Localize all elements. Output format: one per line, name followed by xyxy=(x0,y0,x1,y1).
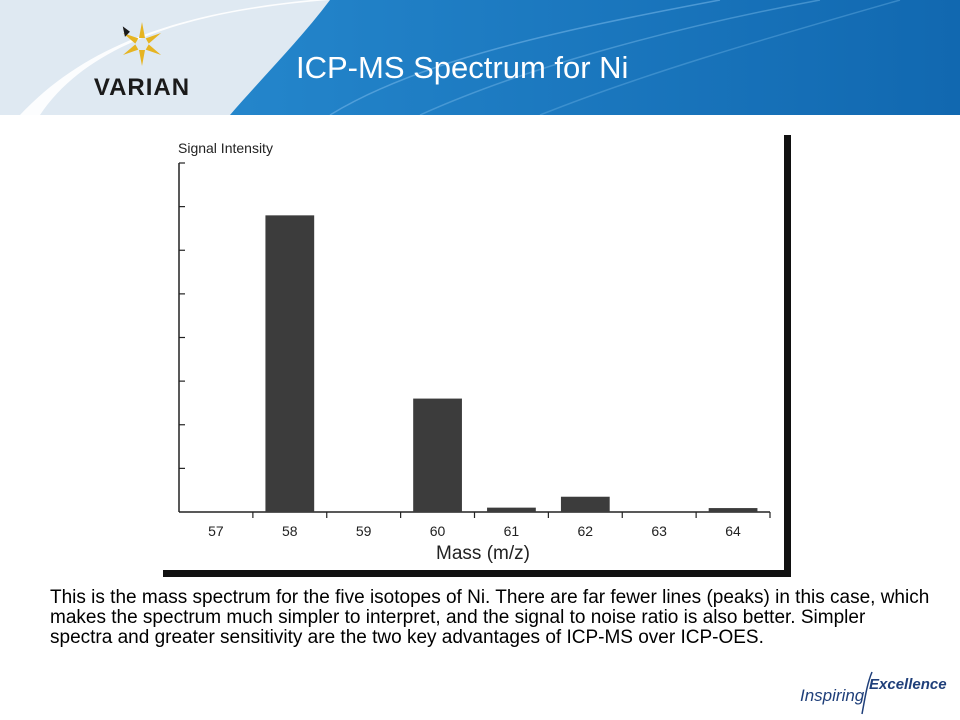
bar-mass-58 xyxy=(265,215,315,512)
bar-mass-61 xyxy=(487,507,536,512)
varian-logo: VARIAN xyxy=(82,14,202,101)
x-tick-label: 64 xyxy=(725,523,741,539)
x-tick-label: 61 xyxy=(504,523,520,539)
x-tick-label: 62 xyxy=(578,523,594,539)
star-petal xyxy=(122,22,162,66)
caption-text: This is the mass spectrum for the five i… xyxy=(50,587,930,648)
tagline-word-excellence: Excellence xyxy=(869,676,947,693)
x-tick-label: 59 xyxy=(356,523,372,539)
bar-mass-64 xyxy=(708,508,758,512)
x-axis-label: Mass (m/z) xyxy=(436,543,530,564)
x-tick-label: 57 xyxy=(208,523,224,539)
tagline-swoosh-icon xyxy=(861,671,873,715)
x-tick-label: 58 xyxy=(282,523,298,539)
bars xyxy=(265,215,758,512)
x-tick-label: 60 xyxy=(430,523,446,539)
x-axis-tick-labels: 57 58 59 60 61 62 63 64 xyxy=(208,512,771,539)
logo-wordmark: VARIAN xyxy=(93,74,191,101)
chart-panel: Signal Intensity 57 58 59 60 61 62 63 64 Mass (… xyxy=(163,135,791,577)
bar-chart: Signal Intensity 57 58 59 60 61 62 63 64 Mass (… xyxy=(178,140,771,564)
slide-title: ICP-MS Spectrum for Ni xyxy=(296,50,629,85)
inspiring-excellence-tagline: Inspiring Excellence xyxy=(795,668,955,716)
bar-mass-62 xyxy=(560,496,610,512)
x-tick-label: 63 xyxy=(651,523,667,539)
tagline-word-inspiring: Inspiring xyxy=(800,686,865,705)
y-axis-label: Signal Intensity xyxy=(178,140,273,156)
header-band xyxy=(0,0,960,115)
y-axis-ticks xyxy=(179,162,185,469)
bar-mass-60 xyxy=(413,398,462,512)
varian-star-icon xyxy=(122,22,162,66)
